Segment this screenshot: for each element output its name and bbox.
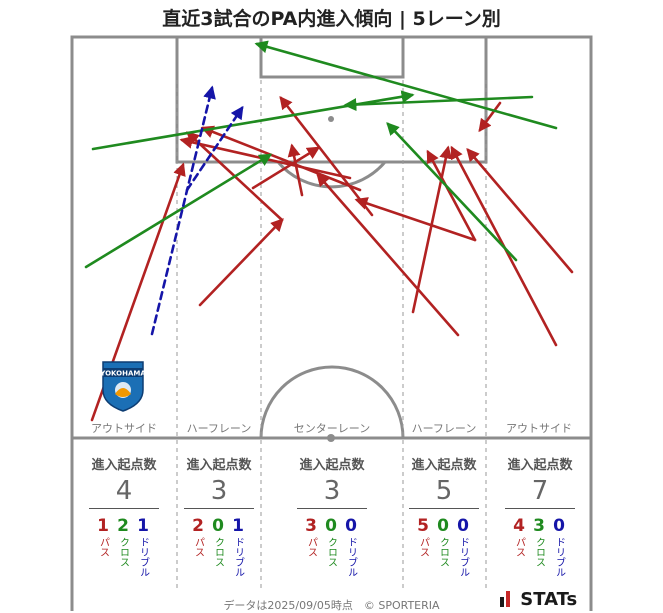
lane-3-total: 5	[435, 476, 453, 506]
center-circle	[259, 365, 405, 439]
lane-4-dribble: 0 ドリブル	[553, 516, 565, 577]
lane-name-outside-left: アウトサイド	[91, 422, 157, 435]
lane-1-cross: 0 クロス	[212, 516, 224, 567]
lane-1-pass: 2 パス	[192, 516, 204, 557]
cross-arrow-17	[343, 95, 534, 112]
lane-0-dribble: 1 ドリブル	[137, 516, 149, 577]
brand-text: STATs	[520, 589, 578, 610]
lane-4-rule	[505, 508, 575, 509]
lane-2-dribble: 0 ドリブル	[345, 516, 357, 577]
pass-arrow-12	[466, 148, 574, 274]
brand-logo: STATs	[500, 589, 577, 610]
footer-credit: データは2025/09/05時点 © SPORTERIA	[223, 599, 440, 612]
cross-arrow-18	[254, 40, 558, 130]
lane-4-label: 進入起点数	[507, 458, 573, 473]
lane-name-halfspace-left: ハーフレーン	[187, 422, 252, 435]
pass-arrow-4	[200, 125, 362, 192]
lane-name-outside-right: アウトサイド	[506, 422, 572, 435]
entry-arrows	[84, 40, 574, 422]
lane-2-total: 3	[323, 476, 341, 506]
goal-area	[259, 35, 405, 79]
lane-1-total: 3	[210, 476, 228, 506]
dribble-arrow-20	[150, 85, 216, 336]
lane-3-pass: 5 パス	[417, 516, 429, 557]
pass-arrow-14	[478, 101, 502, 133]
cross-arrow-19	[386, 122, 518, 262]
lane-1-dribble: 1 ドリブル	[232, 516, 244, 577]
dribble-arrow-21	[185, 105, 244, 192]
lane-0-total: 4	[115, 476, 133, 506]
pass-arrow-5	[251, 146, 321, 190]
pass-arrow-10	[354, 197, 477, 242]
penalty-arc	[276, 161, 387, 189]
lane-2-label: 進入起点数	[299, 458, 365, 473]
lane-2-rule	[297, 508, 367, 509]
lane-4-pass: 4 パス	[513, 516, 525, 557]
pass-arrow-6	[287, 143, 304, 197]
svg-text:YOKOHAMA: YOKOHAMA	[101, 370, 145, 378]
pass-arrow-1	[198, 218, 284, 307]
lane-name-labels: アウトサイド ハーフレーン センターレーン ハーフレーン アウトサイド	[91, 422, 572, 435]
lane-2-pass: 3 パス	[305, 516, 317, 557]
pass-arrow-8	[316, 173, 460, 337]
lane-name-halfspace-right: ハーフレーン	[412, 422, 477, 435]
yokohama-crest-logo: YOKOHAMA	[101, 361, 145, 412]
lane-3-dribble: 0 ドリブル	[457, 516, 469, 577]
lane-2-cross: 0 クロス	[325, 516, 337, 567]
lane-1-label: 進入起点数	[186, 458, 252, 473]
cross-arrow-15	[84, 153, 273, 269]
lane-0-cross: 2 クロス	[117, 516, 129, 567]
pass-arrow-7	[279, 95, 374, 217]
brand-mark-icon	[500, 591, 514, 607]
lane-dividers	[176, 80, 487, 591]
lane-3-cross: 0 クロス	[437, 516, 449, 567]
chart-title: 直近3試合のPA内進入傾向 | 5レーン別	[162, 8, 501, 30]
lane-0-pass: 1 パス	[97, 516, 109, 557]
pass-arrow-11	[426, 149, 477, 242]
penalty-spot	[328, 116, 334, 122]
lane-0-label: 進入起点数	[91, 458, 157, 473]
lane-4-total: 7	[531, 476, 549, 506]
lane-0-rule	[89, 508, 159, 509]
lane-name-center: センターレーン	[294, 422, 370, 435]
center-spot	[327, 434, 335, 442]
lane-3-label: 進入起点数	[411, 458, 477, 473]
lane-1-rule	[184, 508, 254, 509]
lane-4-cross: 3 クロス	[533, 516, 545, 567]
lane-3-rule	[409, 508, 479, 509]
penalty-area	[175, 35, 488, 164]
pass-arrow-9	[411, 145, 453, 314]
